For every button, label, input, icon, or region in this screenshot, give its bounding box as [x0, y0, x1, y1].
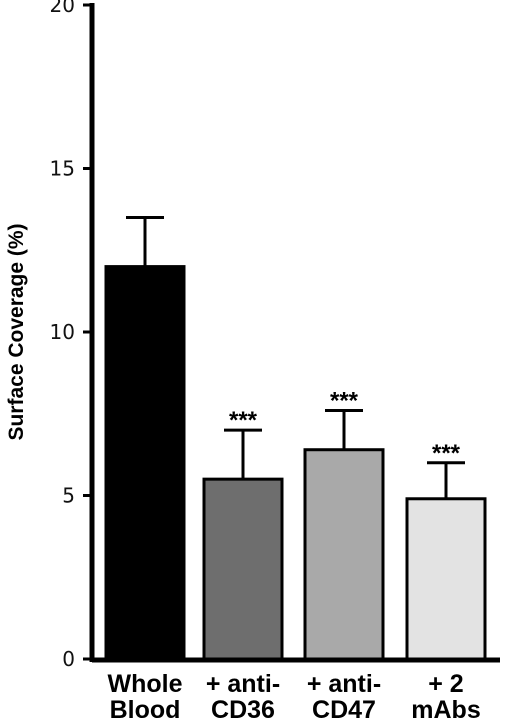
x-tick-label-line: CD36 — [211, 696, 275, 722]
y-tick-label: 0 — [62, 647, 75, 671]
bars: *** *** *** — [104, 216, 487, 661]
significance-label: *** — [229, 407, 258, 434]
y-tick-label: 20 — [50, 0, 75, 17]
x-tick-label-line: + anti- — [307, 670, 381, 698]
x-tick-label-line: Blood — [110, 696, 181, 722]
y-tick-label: 10 — [50, 320, 75, 344]
y-axis-title: Surface Coverage (%) — [5, 223, 28, 440]
bar — [104, 265, 186, 661]
x-tick-label: + anti-CD36 — [206, 670, 280, 722]
bar — [303, 448, 385, 661]
x-tick-label-line: Whole — [108, 670, 183, 698]
significance-label: *** — [330, 387, 359, 414]
y-tick-label: 15 — [50, 157, 75, 181]
x-tick-label-line: CD47 — [312, 696, 376, 722]
bar — [405, 497, 487, 661]
x-tick-label-line: + anti- — [206, 670, 280, 698]
x-tick-label: + 2 mAbs — [411, 670, 480, 722]
x-tick-label-line: mAbs — [411, 696, 480, 722]
x-axis-labels: Whole Blood+ anti-CD36+ anti-CD47+ 2 mAbs — [108, 670, 481, 722]
bar — [202, 477, 284, 661]
significance-label: *** — [432, 440, 461, 467]
x-tick-label: + anti-CD47 — [307, 670, 381, 722]
x-tick-label-line: + 2 — [428, 670, 463, 698]
x-tick-label: Whole Blood — [108, 670, 183, 722]
y-tick-label: 5 — [62, 484, 75, 508]
